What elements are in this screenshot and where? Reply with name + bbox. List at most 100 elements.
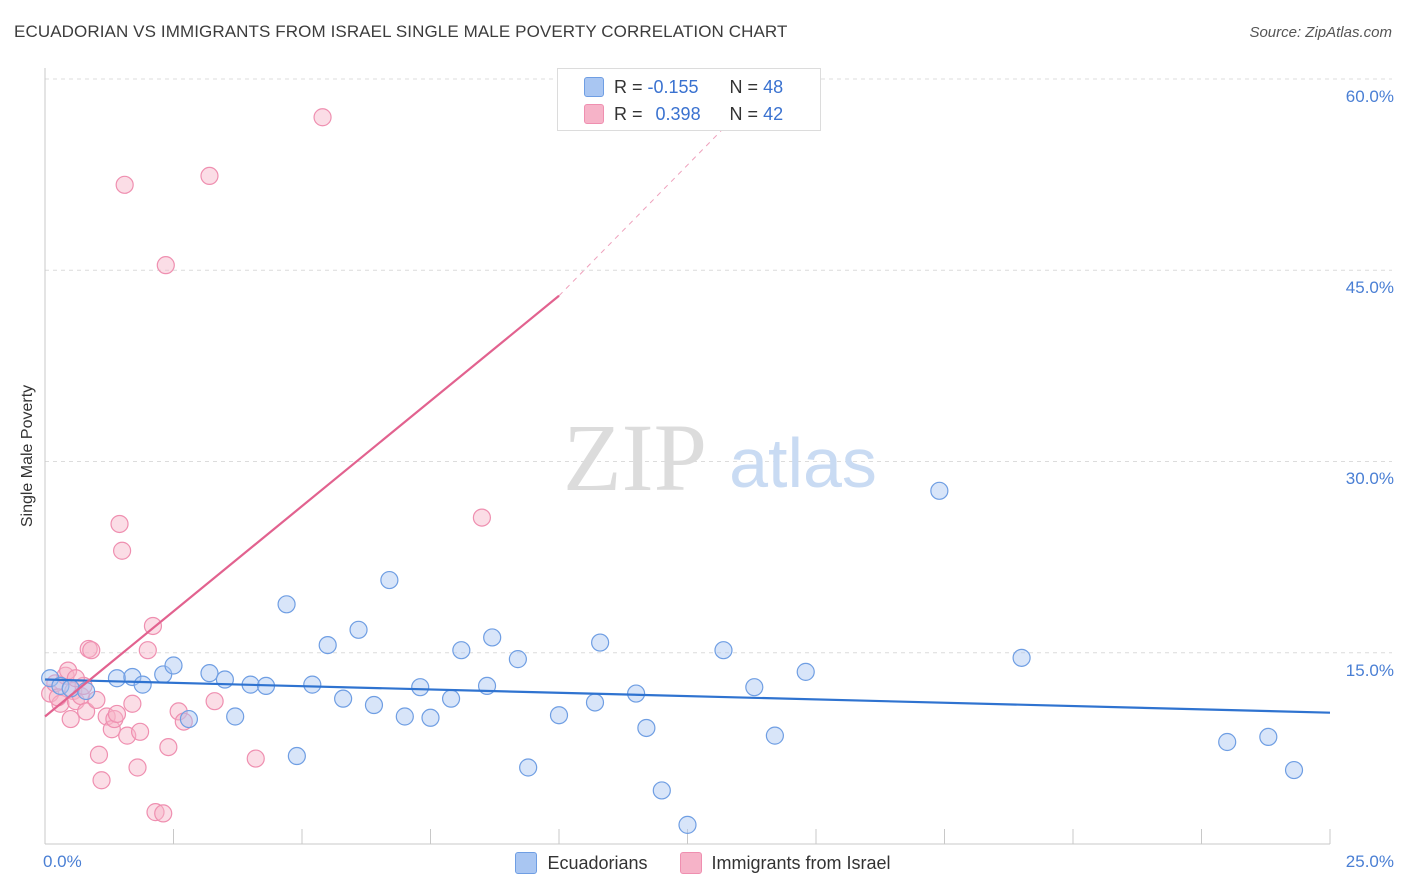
ecuadorian-point bbox=[334, 689, 353, 708]
y-tick-60: 60.0% bbox=[1345, 87, 1394, 106]
x-tick-0: 0.0% bbox=[43, 852, 82, 871]
legend-n-value: 48 bbox=[763, 76, 784, 97]
ecuadorian-point bbox=[421, 708, 440, 727]
trend-lines bbox=[44, 91, 1331, 718]
ecuadorian-point bbox=[411, 678, 430, 697]
ecuadorian-point bbox=[395, 707, 414, 726]
israel-point bbox=[154, 804, 173, 823]
legend-item-ecuadorians[interactable]: Ecuadorians bbox=[515, 852, 648, 874]
israel-trend-extension bbox=[558, 91, 760, 297]
israel-point bbox=[66, 669, 85, 688]
israel-point bbox=[112, 541, 132, 560]
israel-point bbox=[205, 692, 224, 711]
israel-point bbox=[130, 722, 150, 741]
source-label: Source: ZipAtlas.com bbox=[1249, 24, 1392, 41]
ecuadorian-point bbox=[41, 669, 60, 688]
series-legend: Ecuadorians Immigrants from Israel bbox=[0, 852, 1406, 874]
ecuadorian-point bbox=[1259, 727, 1278, 747]
ecuadorian-point bbox=[380, 570, 399, 590]
israel-point bbox=[61, 709, 80, 729]
israel-point bbox=[82, 641, 101, 660]
ecuadorian-point bbox=[678, 815, 697, 834]
israel-point bbox=[107, 704, 127, 724]
watermark-zip: ZIP bbox=[563, 404, 707, 511]
ecuadorian-point bbox=[349, 620, 368, 639]
ecuadorian-point bbox=[277, 595, 296, 614]
watermark: ZIP atlas bbox=[563, 404, 877, 511]
israel-point bbox=[87, 690, 106, 710]
israel-point bbox=[313, 108, 332, 127]
israel-point bbox=[110, 514, 129, 534]
ecuadorian-point bbox=[215, 670, 234, 689]
gridlines bbox=[45, 78, 1392, 654]
chart-title: ECUADORIAN VS IMMIGRANTS FROM ISRAEL SIN… bbox=[14, 22, 788, 41]
ecuadorian-point bbox=[226, 707, 245, 726]
ecuadorian-point bbox=[652, 781, 671, 800]
ecuadorian-point bbox=[1284, 760, 1304, 780]
ecuadorian-point bbox=[133, 675, 152, 694]
ecuadorian-point bbox=[200, 664, 219, 683]
legend-item-israel[interactable]: Immigrants from Israel bbox=[679, 852, 891, 874]
ecuadorian-point bbox=[318, 635, 337, 655]
legend-label-ecuadorians: Ecuadorians bbox=[547, 852, 648, 873]
israel-point bbox=[156, 256, 175, 275]
ecuadorian-point bbox=[441, 689, 461, 708]
israel-trend-line bbox=[44, 294, 560, 718]
axes bbox=[44, 68, 1331, 845]
israel-point bbox=[123, 694, 142, 713]
israel-point bbox=[472, 508, 491, 527]
ecuadorian-point bbox=[714, 641, 733, 660]
legend-row-israel: R = 0.398 N = 42 bbox=[584, 103, 783, 125]
y-tick-45: 45.0% bbox=[1345, 278, 1394, 297]
y-tick-30: 30.0% bbox=[1345, 469, 1394, 488]
legend-row-ecuadorians: R = -0.155 N = 48 bbox=[584, 76, 783, 98]
legend-swatch-ecuadorians bbox=[515, 852, 538, 874]
israel-point bbox=[77, 702, 96, 721]
israel-point bbox=[174, 712, 193, 731]
ecuadorian-point bbox=[930, 481, 949, 500]
ecuadorian-point bbox=[452, 641, 471, 660]
series-ecuadorians-points bbox=[41, 481, 1304, 834]
israel-point bbox=[128, 758, 147, 777]
legend-swatch-pink bbox=[584, 104, 604, 124]
legend-r-value: -0.155 bbox=[647, 76, 699, 97]
ecuadorian-point bbox=[164, 656, 183, 675]
ecuadorian-point bbox=[179, 709, 199, 729]
ecuadorian-point bbox=[519, 758, 538, 777]
legend-n-label: N = bbox=[729, 76, 759, 97]
israel-point bbox=[115, 175, 134, 194]
ecuadorian-point bbox=[287, 746, 306, 766]
ecuadorian-point bbox=[508, 650, 527, 669]
ecuadorian-point bbox=[364, 695, 384, 715]
legend-label-israel: Immigrants from Israel bbox=[711, 852, 891, 873]
ecuadorian-point bbox=[1218, 732, 1237, 752]
legend-swatch-israel bbox=[679, 852, 702, 874]
watermark-atlas: atlas bbox=[729, 424, 877, 502]
israel-point bbox=[89, 745, 109, 764]
legend-r-label: R = bbox=[614, 76, 643, 97]
legend-n-value: 42 bbox=[763, 103, 784, 124]
israel-point bbox=[92, 771, 111, 790]
ecuadorian-point bbox=[796, 662, 815, 681]
ecuadorian-point bbox=[591, 633, 610, 652]
israel-point bbox=[169, 702, 188, 721]
israel-point bbox=[159, 737, 178, 757]
israel-point bbox=[200, 166, 219, 185]
ecuadorian-point bbox=[303, 675, 322, 694]
y-tick-15: 15.0% bbox=[1345, 661, 1394, 680]
ecuadorian-point bbox=[1012, 648, 1031, 667]
legend-swatch-blue bbox=[584, 77, 604, 97]
ecuadorian-point bbox=[765, 726, 784, 745]
x-tick-25: 25.0% bbox=[1345, 852, 1394, 871]
ecuadorian-point bbox=[637, 718, 656, 738]
correlation-legend: R = -0.155 N = 48 R = 0.398 N = 42 bbox=[557, 68, 821, 131]
legend-n-label: N = bbox=[729, 103, 759, 124]
ecuadorians-trend-line bbox=[44, 678, 1331, 714]
israel-point bbox=[105, 709, 124, 729]
ecuadorian-point bbox=[549, 706, 569, 725]
legend-r-label: R = bbox=[614, 103, 643, 124]
israel-point bbox=[146, 803, 165, 822]
ecuadorian-point bbox=[745, 678, 764, 697]
ecuadorian-point bbox=[107, 669, 127, 688]
